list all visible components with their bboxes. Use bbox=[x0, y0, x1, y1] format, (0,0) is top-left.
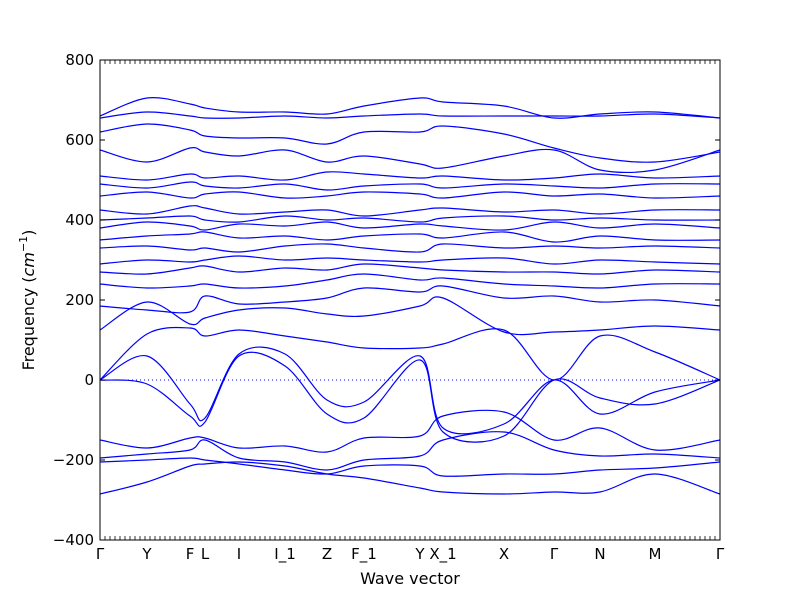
x-axis: Γ Y F L I I_1 Z F_1 Y X_1 X Γ N M Γ bbox=[96, 545, 725, 564]
y-tick-label: 800 bbox=[65, 51, 94, 69]
band-line-21 bbox=[100, 123, 720, 163]
band-line-6 bbox=[100, 326, 720, 381]
band-line-19 bbox=[100, 171, 720, 181]
y-tick-label: 400 bbox=[65, 211, 94, 229]
band-line-0 bbox=[100, 461, 720, 495]
x-tick-label: X_1 bbox=[429, 545, 456, 564]
band-line-14 bbox=[100, 221, 720, 231]
x-tick-label: M bbox=[649, 545, 662, 563]
band-line-9 bbox=[100, 273, 720, 289]
band-line-15 bbox=[100, 215, 720, 223]
y-tick-label: 0 bbox=[84, 371, 94, 389]
band-line-8 bbox=[100, 285, 720, 314]
y-tick-label: 200 bbox=[65, 291, 94, 309]
band-line-2 bbox=[100, 431, 720, 471]
x-axis-label: Wave vector bbox=[360, 569, 460, 588]
band-line-11 bbox=[100, 255, 720, 265]
y-axis-label-unit-base: cm bbox=[19, 252, 38, 276]
y-axis-label-unit-close: ) bbox=[19, 230, 38, 236]
y-axis-label-text: Frequency bbox=[19, 288, 38, 371]
band-line-16 bbox=[100, 205, 720, 217]
band-line-10 bbox=[100, 263, 720, 275]
x-tick-label: Z bbox=[322, 545, 332, 563]
band-line-12 bbox=[100, 243, 720, 253]
band-line-3 bbox=[100, 409, 720, 453]
y-axis: −400 −200 0 200 400 600 800 bbox=[53, 51, 720, 549]
phonon-bands bbox=[100, 97, 720, 495]
band-line-18 bbox=[100, 181, 720, 191]
band-line-5 bbox=[100, 351, 720, 443]
y-tick-label: −400 bbox=[53, 531, 94, 549]
x-tick-label: L bbox=[201, 545, 210, 563]
band-line-17 bbox=[100, 191, 720, 199]
plot-frame bbox=[99, 59, 721, 541]
band-line-13 bbox=[100, 231, 720, 243]
band-line-1 bbox=[100, 457, 720, 477]
band-line-7 bbox=[100, 296, 720, 336]
x-tick-label: Γ bbox=[96, 545, 105, 563]
y-axis-label-unit-open: ( bbox=[19, 276, 38, 282]
band-line-4 bbox=[100, 346, 720, 435]
x-tick-label: F bbox=[186, 545, 195, 563]
x-tick-label: Γ bbox=[716, 545, 725, 563]
x-tick-label: F_1 bbox=[351, 545, 377, 564]
y-tick-label: 600 bbox=[65, 131, 94, 149]
minor-ticks bbox=[99, 60, 721, 540]
y-axis-label-unit-exp: −1 bbox=[17, 236, 30, 252]
x-tick-label: I_1 bbox=[274, 545, 295, 564]
band-line-22 bbox=[100, 111, 720, 119]
x-tick-label: X bbox=[499, 545, 509, 563]
x-tick-label: Y bbox=[414, 545, 425, 563]
band-line-20 bbox=[100, 147, 720, 174]
y-axis-label: Frequency (cm−1) bbox=[17, 230, 38, 371]
x-tick-label: N bbox=[594, 545, 605, 563]
x-tick-label: Y bbox=[141, 545, 152, 563]
x-tick-label: I bbox=[237, 545, 241, 563]
y-tick-label: −200 bbox=[53, 451, 94, 469]
band-line-23 bbox=[100, 97, 720, 119]
x-tick-label: Γ bbox=[550, 545, 559, 563]
